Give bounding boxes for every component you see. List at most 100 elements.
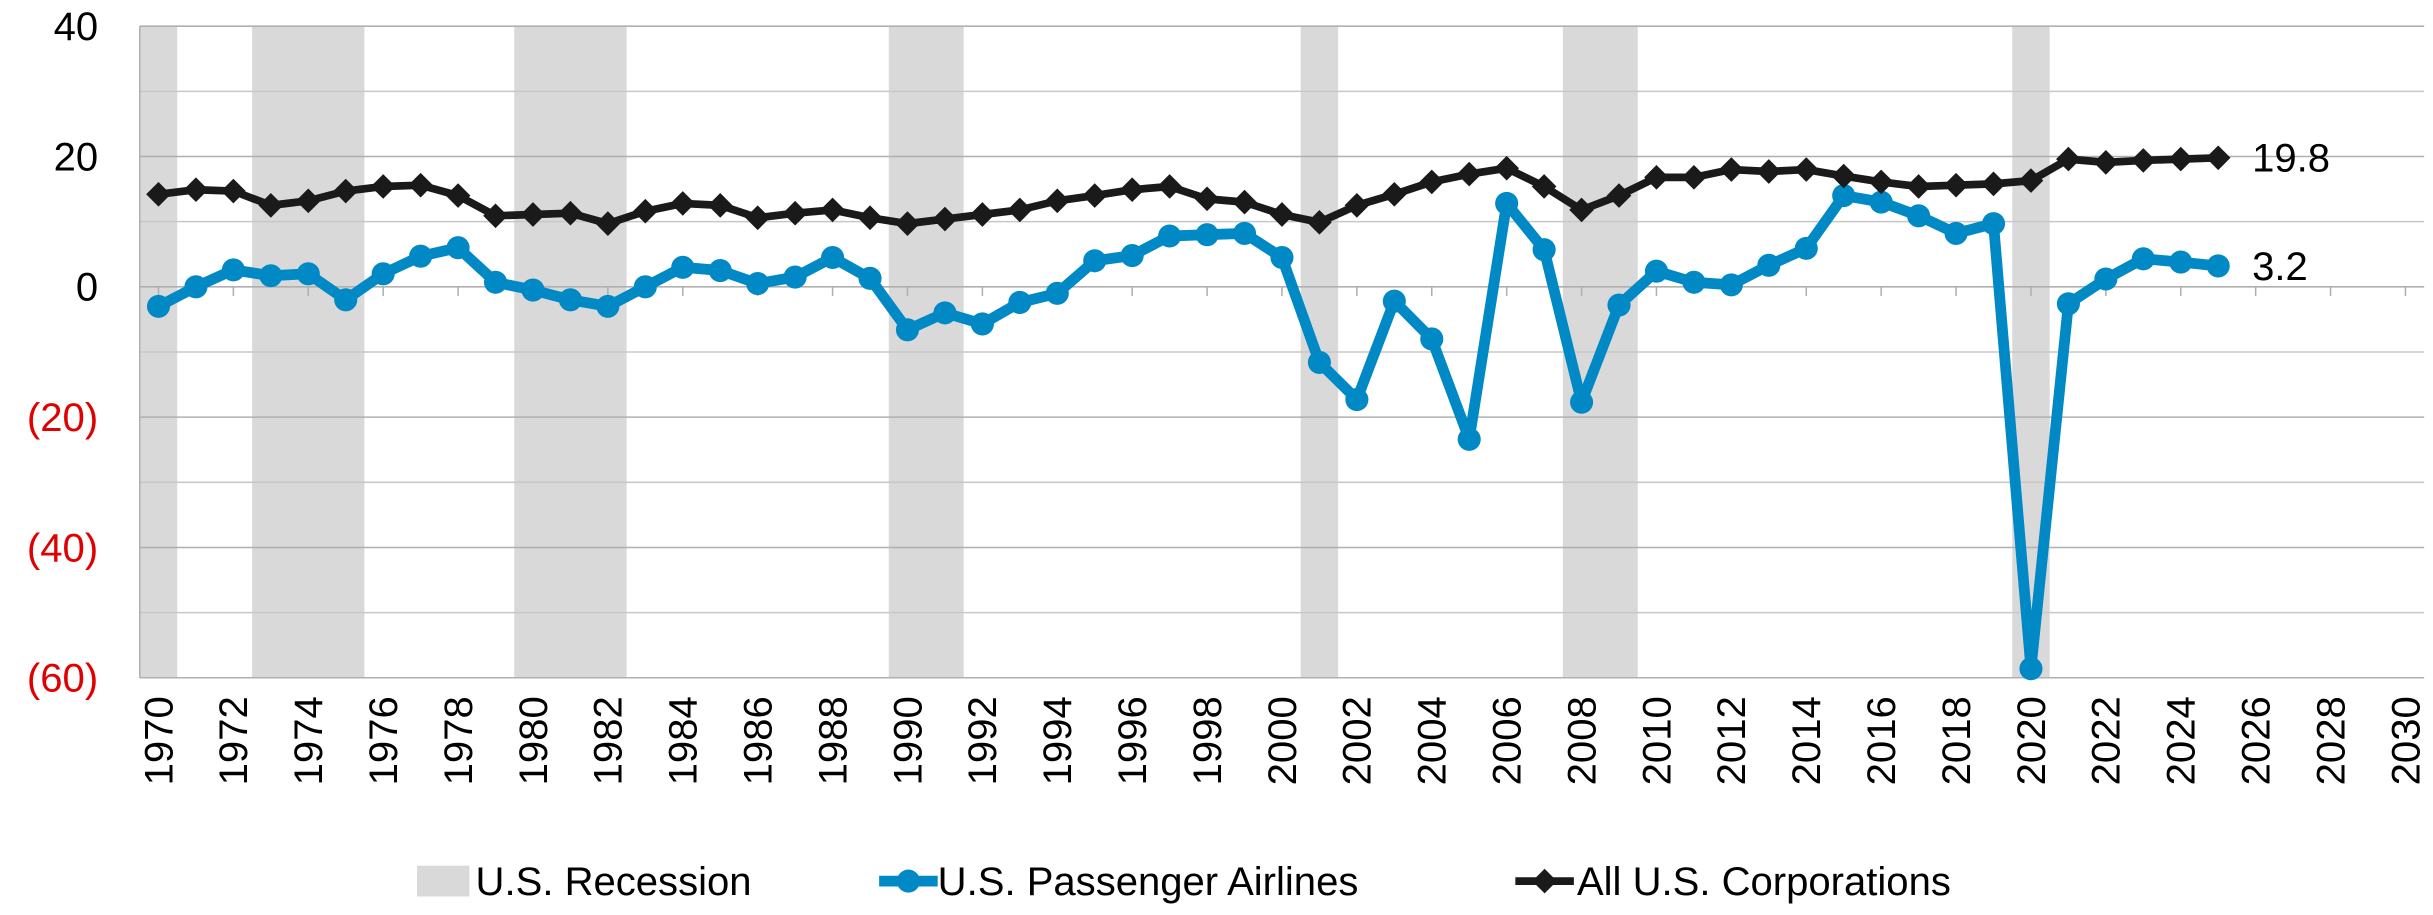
data-point	[446, 236, 470, 260]
data-point	[1907, 204, 1931, 228]
data-point	[1606, 183, 1632, 208]
data-point	[2056, 146, 2081, 172]
data-point	[1569, 197, 1594, 223]
data-point	[1831, 163, 1857, 189]
data-point	[259, 264, 283, 288]
data-point	[1906, 174, 1931, 199]
data-point	[633, 198, 658, 224]
y-tick-label: (40)	[27, 526, 98, 570]
data-point	[820, 197, 845, 223]
y-tick-label: (60)	[27, 657, 98, 701]
data-point	[1981, 212, 2006, 236]
data-point	[2018, 168, 2044, 193]
data-point	[2131, 247, 2155, 271]
data-point	[1420, 327, 1444, 351]
data-point	[295, 188, 321, 214]
x-tick-label: 1984	[662, 696, 706, 785]
data-point	[1495, 191, 1519, 215]
data-point	[1719, 273, 1743, 297]
data-point	[1307, 350, 1331, 374]
data-point	[1381, 181, 1407, 207]
x-tick-label: 1978	[437, 696, 481, 785]
data-point	[2205, 145, 2231, 171]
y-tick-label: 20	[54, 135, 99, 179]
data-point	[146, 294, 171, 318]
x-tick-label: 1998	[1186, 696, 1230, 785]
data-point	[2093, 150, 2119, 175]
data-point	[895, 211, 920, 236]
data-point	[933, 301, 957, 325]
data-point	[858, 266, 882, 290]
data-point	[1195, 223, 1219, 247]
data-point	[633, 275, 657, 299]
data-point	[258, 193, 284, 218]
data-point	[1158, 224, 1182, 248]
x-tick-label: 2024	[2160, 696, 2204, 785]
data-point	[1869, 190, 1893, 214]
data-point	[1456, 161, 1482, 187]
data-point	[445, 183, 471, 208]
data-point	[1531, 174, 1557, 199]
y-tick-label: 0	[76, 266, 98, 310]
data-point	[334, 288, 358, 312]
data-point	[782, 200, 808, 226]
data-label: 19.8	[2252, 137, 2330, 181]
legend-label: U.S. Recession	[476, 860, 752, 904]
data-point	[1494, 155, 1519, 181]
data-point	[746, 272, 770, 296]
data-point	[2019, 657, 2043, 681]
data-point	[408, 172, 433, 198]
data-point	[1981, 171, 2006, 197]
data-point	[1793, 157, 1819, 182]
data-point	[483, 270, 508, 294]
data-point	[370, 174, 396, 199]
data-point	[333, 178, 359, 204]
data-point	[1607, 293, 1631, 317]
data-point	[1570, 390, 1594, 414]
data-point	[1045, 281, 1069, 305]
data-point	[2169, 250, 2193, 274]
data-point	[1419, 169, 1445, 195]
data-point	[857, 205, 883, 231]
data-point	[2206, 254, 2230, 278]
data-point	[596, 294, 620, 318]
data-point	[409, 244, 433, 268]
x-tick-label: 2016	[1860, 696, 1904, 785]
legend-label: U.S. Passenger Airlines	[938, 860, 1359, 904]
x-tick-label: 1982	[587, 696, 631, 785]
data-point	[520, 202, 546, 227]
data-point	[1644, 165, 1669, 190]
x-tick-label: 2012	[1710, 696, 1754, 785]
x-tick-label: 2006	[1486, 696, 1530, 785]
data-point	[221, 178, 246, 204]
data-point	[1794, 236, 1818, 260]
data-point	[670, 191, 696, 216]
data-point	[821, 245, 845, 270]
data-point	[1194, 186, 1220, 212]
data-point	[184, 275, 208, 299]
x-tick-label: 1980	[512, 696, 556, 785]
x-tick-label: 1970	[137, 696, 181, 785]
x-tick-label: 2022	[2085, 696, 2129, 785]
series-line	[155, 190, 2219, 675]
data-label: 3.2	[2252, 245, 2308, 289]
legend-swatch	[417, 865, 470, 897]
data-point	[2056, 292, 2080, 316]
x-tick-label: 2004	[1411, 696, 1455, 785]
x-tick-label: 1994	[1036, 696, 1080, 785]
data-point	[558, 200, 583, 226]
data-point	[1232, 221, 1257, 245]
data-point	[708, 258, 732, 283]
data-point	[671, 255, 695, 279]
data-point	[1270, 245, 1294, 270]
data-point	[1232, 189, 1257, 215]
x-tick-label: 1986	[737, 696, 781, 785]
x-tick-label: 2030	[2384, 696, 2428, 785]
data-point	[146, 181, 171, 207]
data-point	[1532, 238, 1556, 262]
x-tick-label: 2020	[2010, 696, 2054, 785]
data-point	[1644, 259, 1669, 283]
data-point	[521, 278, 545, 302]
data-point	[1757, 253, 1781, 277]
